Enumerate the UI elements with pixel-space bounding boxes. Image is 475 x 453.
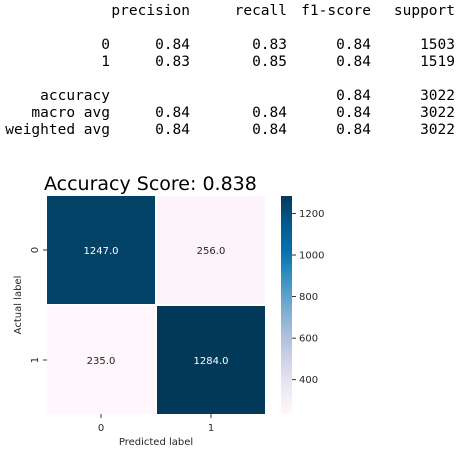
report-cell-recall: 0.84: [252, 105, 287, 121]
report-row-label: 0: [101, 37, 110, 53]
colorbar-tick-label: 1000: [299, 251, 324, 262]
x-axis-label: Predicted label: [119, 437, 193, 448]
report-cell-precision: 0.84: [155, 37, 190, 53]
heatmap-cell-label: 256.0: [197, 246, 226, 257]
y-tick-label: 0: [30, 247, 41, 253]
report-row-label: weighted avg: [5, 122, 110, 138]
colorbar-tick-label: 1200: [299, 209, 324, 220]
report-cell-recall: 0.83: [252, 37, 287, 53]
x-tick-label: 0: [98, 423, 104, 434]
classification-report: precision recall f1-score support 0 0.84 0.83 0…: [0, 0, 475, 150]
heatmap-cell-label: 235.0: [87, 356, 116, 367]
heatmap-cell-label: 1284.0: [194, 356, 229, 367]
report-row-label: macro avg: [31, 105, 110, 121]
report-cell-support: 3022: [420, 88, 455, 104]
report-header-recall: recall: [234, 3, 287, 19]
report-cell-support: 3022: [420, 122, 455, 138]
report-row-label: accuracy: [40, 88, 110, 104]
heatmap-cell: [157, 306, 265, 414]
report-cell-support: 1519: [420, 54, 455, 70]
colorbar: [281, 196, 292, 414]
colorbar-tick-label: 800: [299, 292, 318, 303]
report-cell-precision: 0.84: [155, 105, 190, 121]
colorbar-tick-label: 600: [299, 334, 318, 345]
report-cell-f1: 0.84: [336, 122, 371, 138]
y-tick-label: 1: [30, 357, 41, 363]
report-cell-f1: 0.84: [336, 88, 371, 104]
report-cell-precision: 0.84: [155, 122, 190, 138]
heatmap-cell: [47, 306, 155, 414]
report-cell-recall: 0.84: [252, 122, 287, 138]
x-tick-label: 1: [208, 423, 214, 434]
report-cell-precision: 0.83: [155, 54, 190, 70]
report-cell-support: 3022: [420, 105, 455, 121]
report-cell-f1: 0.84: [336, 37, 371, 53]
report-cell-f1: 0.84: [336, 105, 371, 121]
report-cell-support: 1503: [420, 37, 455, 53]
report-cell-recall: 0.85: [252, 54, 287, 70]
report-header-f1-score: f1-score: [301, 3, 371, 19]
report-cell-f1: 0.84: [336, 54, 371, 70]
heatmap-cell: [47, 196, 155, 304]
y-axis-label: Actual label: [13, 276, 24, 335]
heatmap-cell: [157, 196, 265, 304]
heatmap-cell-label: 1247.0: [84, 246, 119, 257]
report-row-label: 1: [101, 54, 110, 70]
colorbar-tick-label: 400: [299, 375, 318, 386]
chart-title: Accuracy Score: 0.838: [44, 173, 257, 195]
report-header-precision: precision: [111, 3, 190, 19]
report-header-support: support: [393, 3, 455, 19]
